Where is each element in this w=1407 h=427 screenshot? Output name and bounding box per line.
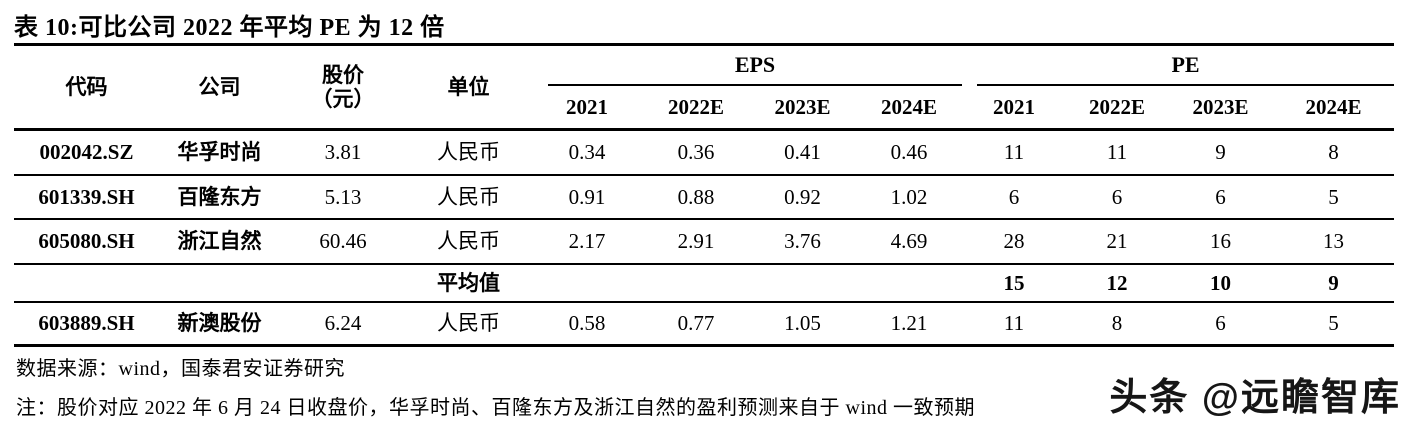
table-row-average: 平均值 15 12 10 9 [14,265,1394,303]
cell-pe-2024e: 8 [1328,140,1339,165]
header-eps-2022e: 2022E [667,94,724,119]
cell-eps-2021: 2.17 [568,229,606,254]
cell-pe-2022e: 6 [1111,184,1123,209]
cell-pe-2022e: 8 [1111,311,1123,336]
header-pe-2021: 2021 [993,94,1035,119]
cell-pe-2024e: 5 [1328,311,1339,336]
data-source-text: 数据来源：wind，国泰君安证券研究 [16,358,345,380]
header-pe-2022e: 2022E [1088,94,1145,119]
cell-eps-2021: 0.34 [568,140,606,165]
cell-empty [280,265,406,301]
header-eps-2023e: 2023E [774,94,831,119]
cell-eps-2021: 0.58 [568,311,606,336]
cell-code: 002042.SZ [39,140,134,165]
cell-unit: 人民币 [437,311,500,336]
header-eps-2021: 2021 [566,94,608,119]
cell-pe-2021: 6 [1008,184,1020,209]
header-pe-2024e: 2024E [1305,94,1362,119]
cell-eps-2024e: 1.21 [890,311,928,336]
header-price-line2: （元） [311,87,375,111]
cell-price: 5.13 [324,184,362,209]
cell-pe-2023e: 16 [1210,229,1231,254]
cell-pe-2021: 28 [1003,229,1025,254]
comparable-companies-table: 代码 公司 股价 （元） 单位 EPS PE 2021 2022E 2023E … [14,43,1394,347]
header-eps-2024e: 2024E [880,94,937,119]
cell-unit: 人民币 [437,229,500,254]
cell-pe-2023e: 9 [1215,140,1226,165]
cell-eps-2023e: 0.41 [784,140,821,165]
cell-pe-2022e: 21 [1106,229,1128,254]
cell-eps-2024e: 4.69 [890,229,928,254]
cell-empty [749,265,856,301]
cell-avg-pe-2024e: 9 [1328,270,1339,295]
cell-company: 华孚时尚 [177,140,262,165]
header-code: 代码 [65,74,108,99]
cell-code: 601339.SH [38,184,135,209]
cell-pe-2024e: 5 [1328,184,1339,209]
cell-eps-2022e: 0.77 [677,311,715,336]
cell-eps-2022e: 2.91 [677,229,715,254]
cell-empty [531,265,643,301]
cell-empty [856,265,962,301]
cell-company: 新澳股份 [177,311,262,336]
cell-unit: 人民币 [437,184,500,209]
header-company: 公司 [198,74,241,99]
cell-pe-2023e: 6 [1215,311,1226,336]
cell-empty [643,265,749,301]
cell-company: 浙江自然 [177,229,262,254]
cell-avg-pe-2022e: 12 [1106,270,1128,295]
cell-eps-2021: 0.91 [568,184,606,209]
cell-code: 605080.SH [38,229,135,254]
header-group-eps: EPS [548,46,962,86]
table-row: 002042.SZ 华孚时尚 3.81 人民币 0.34 0.36 0.41 0… [14,131,1394,176]
table-row: 603889.SH 新澳股份 6.24 人民币 0.58 0.77 1.05 1… [14,303,1394,347]
header-pe-2023e: 2023E [1192,94,1249,119]
cell-eps-2024e: 0.46 [890,140,928,165]
header-price-line1: 股价 [322,62,364,87]
cell-price: 6.24 [324,311,362,336]
header-unit: 单位 [447,74,490,99]
table-row: 605080.SH 浙江自然 60.46 人民币 2.17 2.91 3.76 … [14,220,1394,265]
cell-empty [14,265,159,301]
cell-pe-2021: 11 [1003,311,1025,336]
table-header: 代码 公司 股价 （元） 单位 EPS PE 2021 2022E 2023E … [14,46,1394,131]
cell-eps-2022e: 0.36 [677,140,715,165]
cell-average-label: 平均值 [437,270,500,295]
cell-pe-2021: 11 [1003,140,1025,165]
cell-unit: 人民币 [437,140,500,165]
table-title: 表 10:可比公司 2022 年平均 PE 为 12 倍 [14,15,445,41]
watermark-toutiao-yuanzhan: 头条 @远瞻智库 [1109,377,1401,419]
cell-code: 603889.SH [38,311,135,336]
header-group-pe: PE [977,46,1394,86]
cell-price: 60.46 [319,229,367,254]
cell-avg-pe-2021: 15 [1003,270,1025,295]
cell-price: 3.81 [324,140,362,165]
cell-company: 百隆东方 [177,184,262,209]
cell-eps-2023e: 1.05 [784,311,821,336]
cell-empty [159,265,280,301]
cell-eps-2023e: 3.76 [784,229,821,254]
cell-pe-2022e: 11 [1106,140,1128,165]
cell-avg-pe-2023e: 10 [1210,270,1231,295]
header-price: 股价 （元） [280,46,406,128]
cell-eps-2023e: 0.92 [784,184,821,209]
cell-pe-2024e: 13 [1323,229,1344,254]
footnote-text: 注：股价对应 2022 年 6 月 24 日收盘价，华孚时尚、百隆东方及浙江自然… [16,397,975,419]
table-row: 601339.SH 百隆东方 5.13 人民币 0.91 0.88 0.92 1… [14,176,1394,220]
cell-pe-2023e: 6 [1215,184,1226,209]
cell-eps-2024e: 1.02 [890,184,928,209]
cell-eps-2022e: 0.88 [677,184,715,209]
